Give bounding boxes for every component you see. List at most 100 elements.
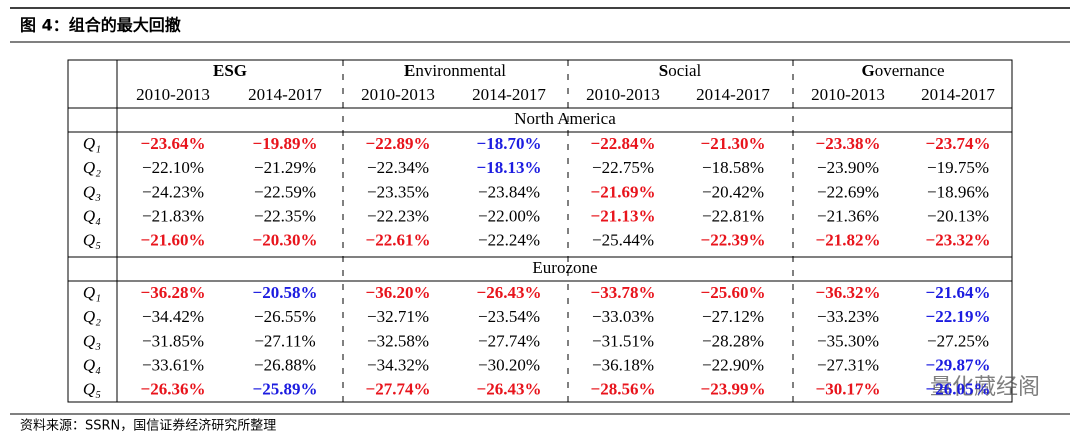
row-label: Q₂ [83,158,101,177]
figure-title: 图 4：组合的最大回撤 [20,16,181,35]
table-cell: −22.34% [367,158,429,177]
table-cell: −27.25% [927,331,989,350]
group-header: Social [659,61,702,80]
table-cell: −20.42% [702,182,764,201]
table-cell: −33.23% [817,307,879,326]
period-header: 2014-2017 [248,85,322,104]
row-label: Q₅ [83,380,101,399]
table-cell: −25.89% [253,380,318,399]
row-label: Q₁ [83,134,101,153]
table-cell: −22.69% [817,182,879,201]
watermark: 量化藏经阁 [930,375,1040,400]
table-cell: −36.32% [816,283,881,302]
row-label: Q₃ [83,182,101,201]
table-cell: −26.55% [254,307,316,326]
table-cell: −23.84% [478,182,540,201]
table-cell: −23.38% [816,134,881,153]
table-cell: −22.81% [702,207,764,226]
table-cell: −22.84% [591,134,656,153]
region-header: Eurozone [532,258,597,277]
table-cell: −33.61% [142,356,204,375]
table-cell: −26.05% [926,380,991,399]
table-cell: −19.75% [927,158,989,177]
table-cell: −23.64% [141,134,206,153]
table-cell: −26.43% [477,283,542,302]
row-label: Q₂ [83,307,101,326]
table-cell: −31.85% [142,331,204,350]
table-cell: −22.35% [254,207,316,226]
table-cell: −26.36% [141,380,206,399]
table-cell: −32.58% [367,331,429,350]
table-cell: −23.54% [478,307,540,326]
row-label: Q₃ [83,331,101,350]
table-cell: −22.10% [142,158,204,177]
table-cell: −27.12% [702,307,764,326]
group-header: Governance [861,61,944,80]
table-cell: −22.59% [254,182,316,201]
table-cell: −36.28% [141,283,206,302]
group-header: Environmental [404,61,506,80]
table-cell: −30.17% [816,380,881,399]
table-cell: −21.83% [142,207,204,226]
table-cell: −30.20% [478,356,540,375]
row-label: Q₄ [83,356,101,375]
period-header: 2014-2017 [472,85,546,104]
table-cell: −18.58% [702,158,764,177]
table-cell: −27.11% [254,331,315,350]
table-cell: −22.00% [478,207,540,226]
group-header: ESG [213,61,247,80]
row-label: Q₁ [83,283,101,302]
table-cell: −21.29% [254,158,316,177]
table-cell: −23.32% [926,231,991,250]
table-cell: −20.30% [253,231,318,250]
table-cell: −24.23% [142,182,204,201]
table-cell: −29.87% [926,356,991,375]
table-cell: −23.90% [817,158,879,177]
table-cell: −27.74% [366,380,431,399]
table-cell: −22.24% [478,231,540,250]
table-cell: −27.31% [817,356,879,375]
period-header: 2010-2013 [811,85,885,104]
table-cell: −21.36% [817,207,879,226]
table-cell: −31.51% [592,331,654,350]
region-header: North America [514,109,616,128]
table-cell: −22.90% [702,356,764,375]
table-cell: −28.56% [591,380,656,399]
table-cell: −22.61% [366,231,431,250]
table-cell: −21.30% [701,134,766,153]
table-cell: −21.82% [816,231,881,250]
table-cell: −21.13% [591,207,656,226]
table-cell: −21.64% [926,283,991,302]
table-cell: −21.69% [591,182,656,201]
row-label: Q₅ [83,231,101,250]
table-cell: −18.70% [477,134,542,153]
table-cell: −32.71% [367,307,429,326]
table-cell: −22.23% [367,207,429,226]
table-cell: −33.78% [591,283,656,302]
table-cell: −21.60% [141,231,206,250]
table-cell: −23.99% [701,380,766,399]
table-cell: −26.43% [477,380,542,399]
table-cell: −26.88% [254,356,316,375]
table-cell: −25.44% [592,231,654,250]
table-cell: −18.96% [927,182,989,201]
table-cell: −34.32% [367,356,429,375]
table-cell: −22.89% [366,134,431,153]
table-frame [67,59,1013,403]
table-cell: −34.42% [142,307,204,326]
table-cell: −36.20% [366,283,431,302]
table-cell: −20.13% [927,207,989,226]
table-cell: −33.03% [592,307,654,326]
table-cell: −22.75% [592,158,654,177]
table-cell: −18.13% [477,158,542,177]
row-label: Q₄ [83,207,101,226]
period-header: 2014-2017 [696,85,770,104]
period-header: 2010-2013 [586,85,660,104]
table-cell: −28.28% [702,331,764,350]
table-cell: −35.30% [817,331,879,350]
table-cell: −20.58% [253,283,318,302]
table-cell: −22.19% [926,307,991,326]
table-cell: −36.18% [592,356,654,375]
table-cell: −19.89% [253,134,318,153]
source-note: 资料来源：SSRN，国信证券经济研究所整理 [20,418,276,434]
